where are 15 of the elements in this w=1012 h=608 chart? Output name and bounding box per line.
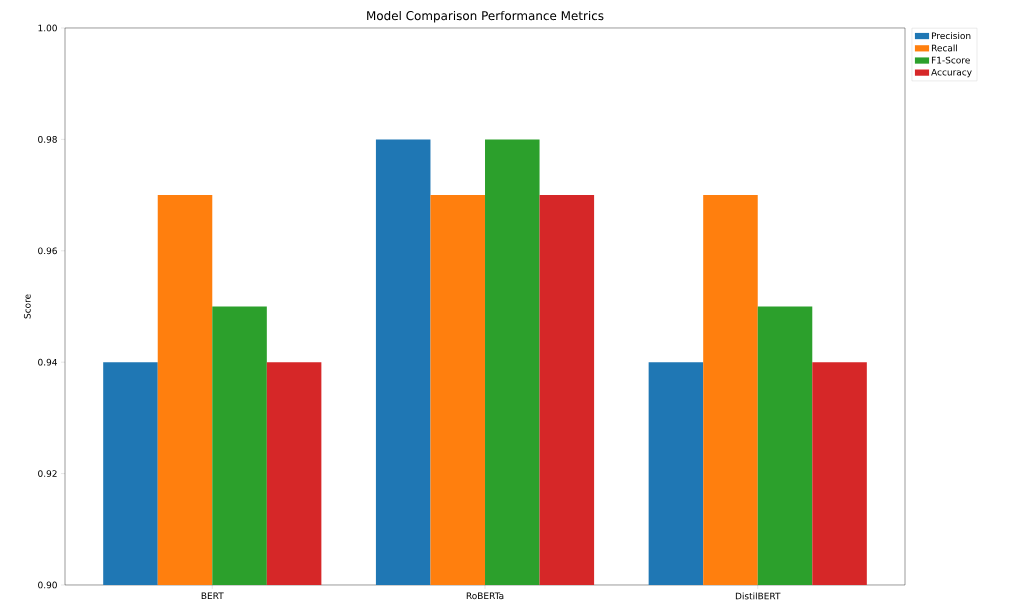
y-tick-label: 0.94 bbox=[38, 358, 57, 366]
y-tick-label: 0.92 bbox=[38, 470, 57, 477]
y-axis-title: Score bbox=[23, 294, 31, 319]
legend-label: Precision bbox=[931, 32, 971, 40]
chart-title: Model Comparison Performance Metrics bbox=[367, 10, 604, 23]
y-tick-label: 0.90 bbox=[38, 581, 57, 589]
x-tick-label: DistilBERT bbox=[735, 592, 781, 600]
legend-label: Recall bbox=[931, 44, 958, 52]
legend-label: F1-Score bbox=[931, 56, 970, 64]
x-tick-label: RoBERTa bbox=[466, 592, 504, 600]
y-tick-label: 0.98 bbox=[38, 135, 57, 143]
legend-label: Accuracy bbox=[931, 68, 972, 78]
y-tick-label: 1.00 bbox=[38, 24, 57, 32]
x-tick-label: BERT bbox=[201, 592, 224, 600]
y-tick-label: 0.96 bbox=[38, 247, 57, 255]
